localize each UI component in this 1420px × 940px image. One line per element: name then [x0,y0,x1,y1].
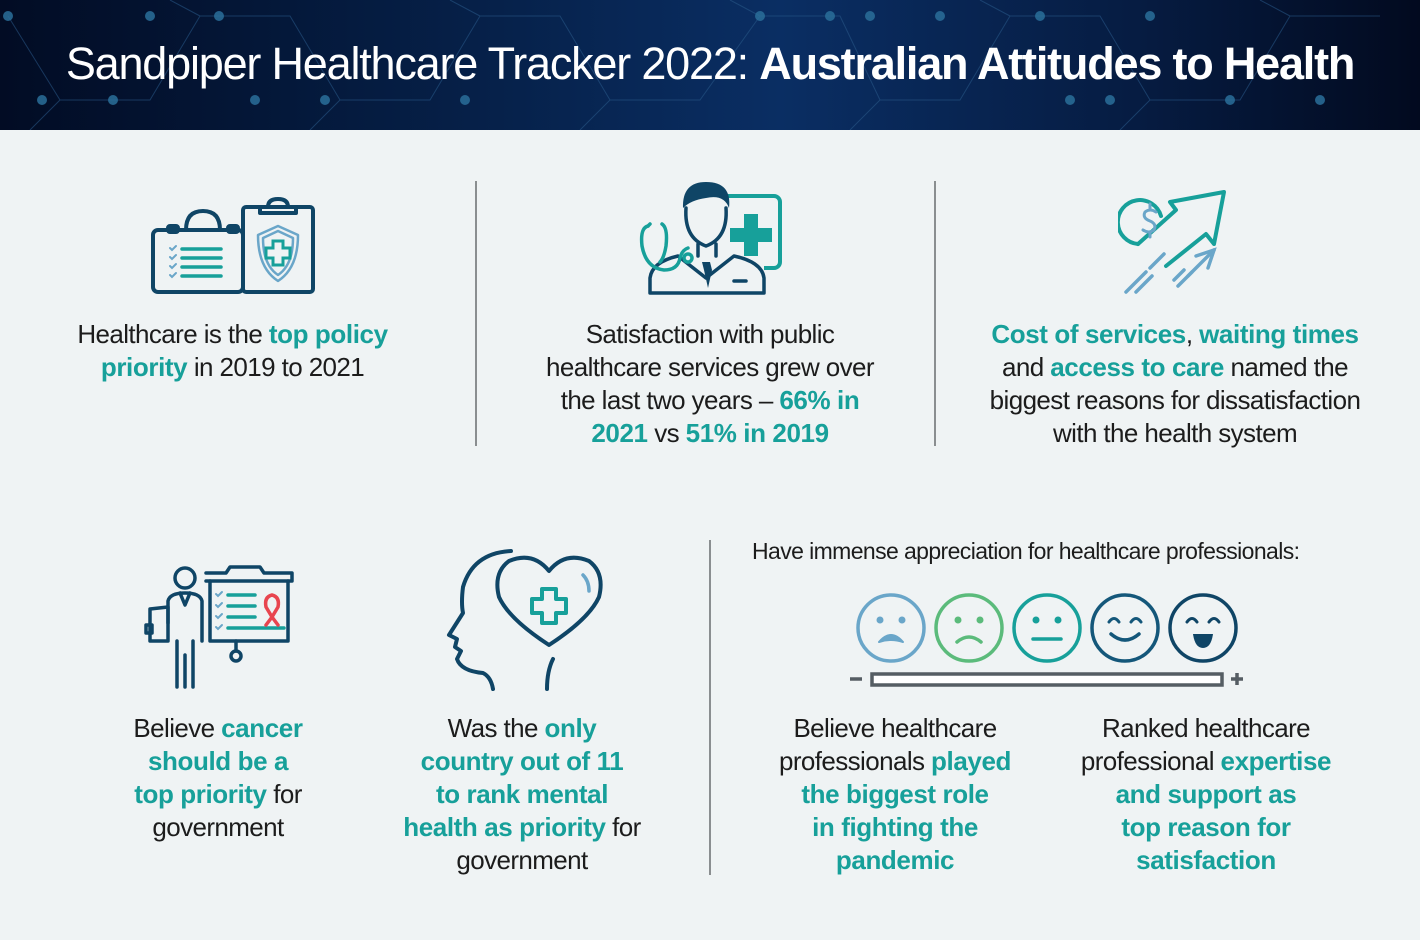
divider-top-1 [475,181,477,446]
stat-dissatisfaction-reasons: Cost of services, waiting times and acce… [989,319,1361,448]
divider-top-2 [934,181,936,446]
sad-face-icon [934,593,1004,663]
briefcase-clipboard-shield-icon [151,197,315,294]
stat-expertise-support: Ranked healthcare professional expertise… [1080,713,1332,875]
head-heart-cross-icon [447,549,603,691]
stat-top-policy-priority: Healthcare is the top policy priority in… [77,319,388,382]
satisfaction-scale [850,593,1243,687]
divider-bottom [709,540,711,875]
page-title: Sandpiper Healthcare Tracker 2022: Austr… [0,38,1420,90]
very-sad-face-icon [856,593,926,663]
neutral-face-icon [1012,593,1082,663]
network-background-icon [3,0,1380,130]
stat-satisfaction-growth: Satisfaction with public healthcare serv… [546,319,875,448]
happy-face-icon [1090,593,1160,663]
title-bold: Australian Attitudes to Health [759,38,1355,89]
doctor-stethoscope-icon [639,182,782,295]
scale-bar [870,672,1224,687]
appreciation-title: Have immense appreciation for healthcare… [752,538,1300,564]
very-happy-face-icon [1168,593,1238,663]
stat-mental-health-priority: Was the only country out of 11 to rank m… [403,713,641,875]
scale-plus-icon [1231,673,1243,685]
header-banner: Sandpiper Healthcare Tracker 2022: Austr… [0,0,1420,130]
stat-cancer-priority: Believe cancer should be a top priority … [133,713,303,842]
title-light: Sandpiper Healthcare Tracker 2022: [65,38,760,89]
presenter-board-ribbon-icon [144,565,294,689]
cost-rising-arrow-icon [1118,190,1226,294]
stat-pandemic-role: Believe healthcare professionals played … [779,713,1011,875]
